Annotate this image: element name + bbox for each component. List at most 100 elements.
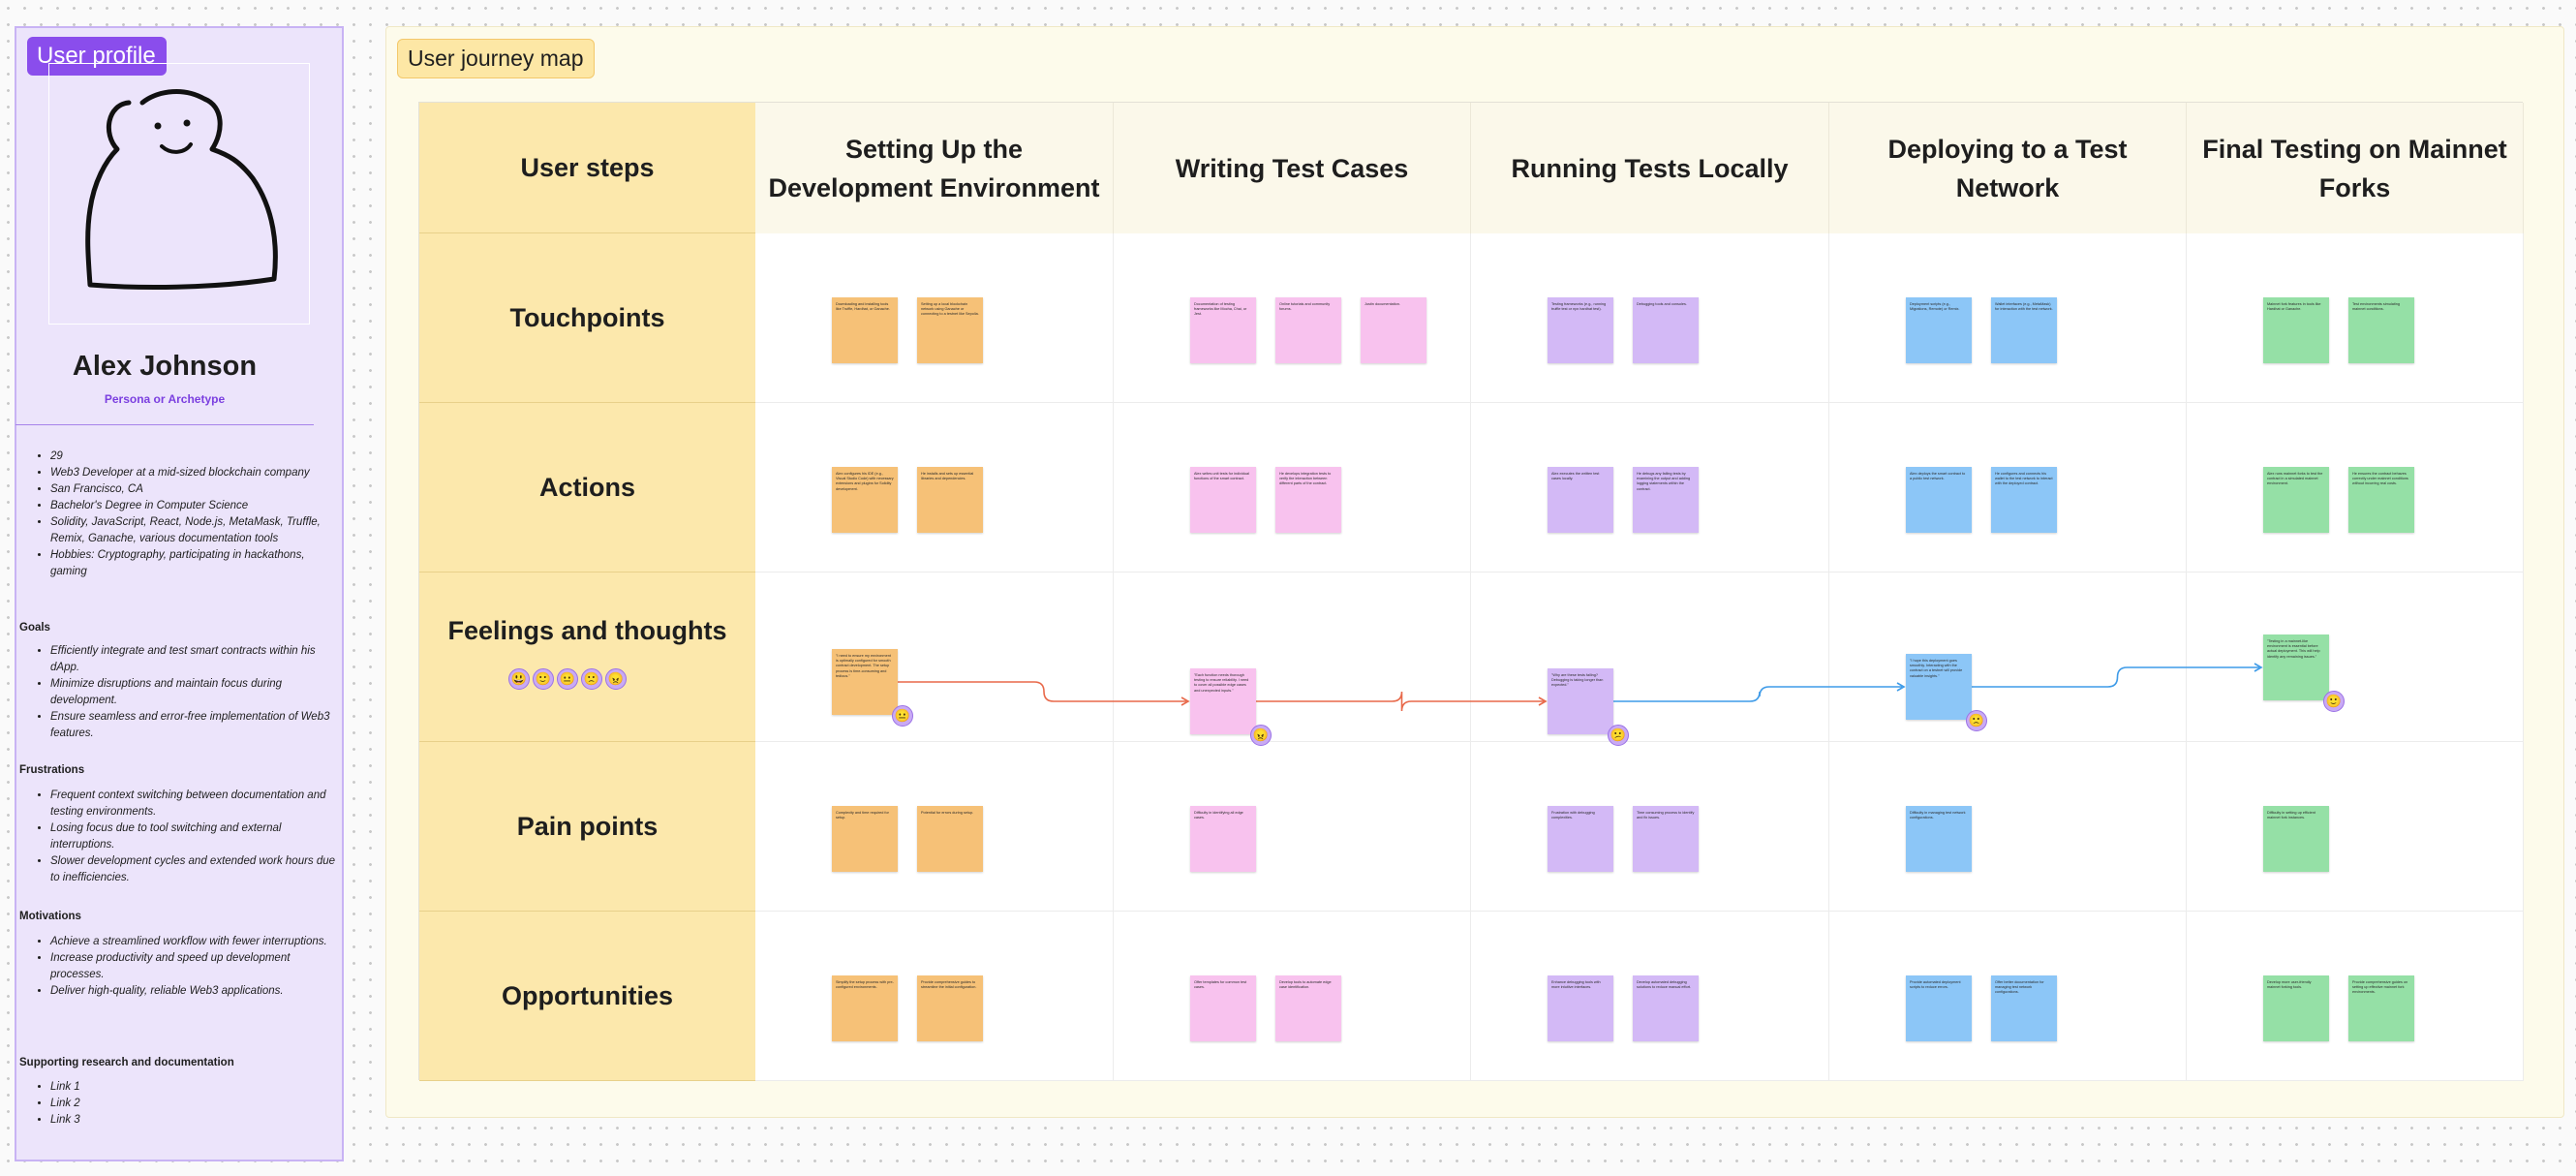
detail-hobbies: Hobbies: Cryptography, participating in … [50,547,341,580]
sticky-note-pain[interactable]: Difficulty in setting up efficient mainn… [2263,806,2329,872]
sticky-note-pain[interactable]: Complexity and time required for setup. [832,806,898,872]
sticky-note-actions[interactable]: Alex runs mainnet forks to test the cont… [2263,467,2329,533]
detail-age: 29 [50,449,341,465]
sticky-note-actions[interactable]: Alex executes the written test cases loc… [1548,467,1613,533]
row-label-pain-points: Pain points [419,742,755,912]
frustration-item: Slower development cycles and extended w… [50,853,341,886]
goals-heading: Goals [19,622,50,634]
sticky-note-opportunities[interactable]: Develop automated debugging solutions to… [1633,975,1699,1041]
feeling-emoji-icon: 😕 [1608,725,1629,746]
sticky-note-actions[interactable]: Alex configures his IDE (e.g., Visual St… [832,467,898,533]
stage-header-2: Writing Test Cases [1114,103,1471,233]
sticky-note-opportunities[interactable]: Provide automated deployment scripts to … [1906,975,1972,1041]
sticky-note-touchpoints[interactable]: Deployment scripts (e.g., Migrations, Re… [1906,297,1972,363]
sticky-note-feeling[interactable]: "Testing in a mainnet-like environment i… [2263,634,2329,700]
sticky-note-actions[interactable]: He configures and connects his wallet to… [1991,467,2057,533]
user-profile-panel [15,26,344,1161]
user-profile-tag[interactable]: User profile [27,37,167,76]
sticky-note-touchpoints[interactable]: Documentation of testing frameworks like… [1190,297,1256,363]
feeling-emoji-icon: 🙂 [2323,691,2345,712]
detail-education: Bachelor's Degree in Computer Science [50,498,341,514]
sticky-note-touchpoints[interactable]: Justin documentation. [1361,297,1426,363]
very-happy-emoji-icon: 😃 [508,668,530,690]
persona-name: Alex Johnson [72,351,258,382]
divider [15,424,314,425]
research-link[interactable]: Link 3 [50,1112,341,1129]
frustrations-heading: Frustrations [19,764,85,776]
motivation-item: Increase productivity and speed up devel… [50,950,341,983]
row-label-opportunities: Opportunities [419,912,755,1081]
sticky-note-actions[interactable]: He installs and sets up essential librar… [917,467,983,533]
motivation-item: Achieve a streamlined workflow with fewe… [50,934,341,950]
sticky-note-opportunities[interactable]: Offer better documentation for managing … [1991,975,2057,1041]
sticky-note-actions[interactable]: He debugs any failing tests by examining… [1633,467,1699,533]
row-label-actions: Actions [419,403,755,573]
sticky-note-actions[interactable]: He ensures the contract behaves correctl… [2348,467,2414,533]
journey-map-tag[interactable]: User journey map [397,39,595,78]
sticky-note-feeling[interactable]: "I hope this deployment goes smoothly. I… [1906,654,1972,720]
sticky-note-actions[interactable]: Alex writes unit tests for individual fu… [1190,467,1256,533]
persona-details-list: 29 Web3 Developer at a mid-sized blockch… [37,449,341,580]
stage-header-4: Deploying to a Test Network [1829,103,2187,233]
avatar [48,63,310,325]
sticky-note-opportunities[interactable]: Enhance debugging tools with more intuit… [1548,975,1613,1041]
sticky-note-touchpoints[interactable]: Mainnet fork features in tools like Hard… [2263,297,2329,363]
research-heading: Supporting research and documentation [19,1057,234,1068]
sticky-note-actions[interactable]: He develops integration tests to verify … [1275,467,1341,533]
sticky-note-touchpoints[interactable]: Downloading and installing tools like Tr… [832,297,898,363]
motivations-list: Achieve a streamlined workflow with fewe… [37,934,341,1000]
sticky-note-feeling[interactable]: "Each function needs thorough testing to… [1190,668,1256,734]
stage-cell [1829,742,2187,912]
angry-emoji-icon: 😠 [605,668,627,690]
sticky-note-opportunities[interactable]: Develop more user-friendly mainnet forki… [2263,975,2329,1041]
goals-list: Efficiently integrate and test smart con… [37,643,341,742]
row-label-feelings-and-thoughts: Feelings and thoughts [419,573,755,742]
sticky-note-touchpoints[interactable]: Wallet interfaces (e.g., MetaMask) for i… [1991,297,2057,363]
stage-header-5: Final Testing on Mainnet Forks [2187,103,2524,233]
goal-item: Ensure seamless and error-free implement… [50,709,341,742]
feeling-scale: 😃 🙂 😐 🙁 😠 [508,668,629,690]
stage-cell [1471,573,1829,742]
sticky-note-opportunities[interactable]: Simplify the setup process with pre-conf… [832,975,898,1041]
persona-subtitle: Persona or Archetype [104,392,226,406]
sticky-note-feeling[interactable]: "Why are these tests failing? Debugging … [1548,668,1613,734]
sticky-note-pain[interactable]: Potential for errors during setup. [917,806,983,872]
detail-skills: Solidity, JavaScript, React, Node.js, Me… [50,514,341,547]
happy-emoji-icon: 🙂 [533,668,554,690]
stage-header-3: Running Tests Locally [1471,103,1829,233]
sticky-note-touchpoints[interactable]: Debugging tools and consoles. [1633,297,1699,363]
avatar-sketch-icon [85,89,278,290]
sticky-note-touchpoints[interactable]: Testing frameworks (e.g., running truffl… [1548,297,1613,363]
feeling-emoji-icon: 🙁 [1966,710,1987,731]
sticky-note-pain[interactable]: Time consuming process to identify and f… [1633,806,1699,872]
stage-cell [2187,742,2524,912]
sticky-note-opportunities[interactable]: Provide comprehensive guides to streamli… [917,975,983,1041]
feeling-emoji-icon: 😠 [1250,725,1272,746]
sticky-note-pain[interactable]: Difficulty in managing test network conf… [1906,806,1972,872]
stage-cell [1829,573,2187,742]
detail-role: Web3 Developer at a mid-sized blockchain… [50,465,341,481]
sticky-note-touchpoints[interactable]: Test environments simulating mainnet con… [2348,297,2414,363]
user-steps-header: User steps [419,103,755,233]
sticky-note-pain[interactable]: Frustration with debugging complexities. [1548,806,1613,872]
sticky-note-pain[interactable]: Difficulty in identifying all edge cases… [1190,806,1256,872]
row-label-touchpoints: Touchpoints [419,233,755,403]
motivation-item: Deliver high-quality, reliable Web3 appl… [50,983,341,1000]
feeling-emoji-icon: 😐 [892,705,913,727]
frustration-item: Frequent context switching between docum… [50,788,341,820]
motivations-heading: Motivations [19,911,81,922]
frustrations-list: Frequent context switching between docum… [37,788,341,886]
sticky-note-touchpoints[interactable]: Setting up a local blockchain network us… [917,297,983,363]
sticky-note-opportunities[interactable]: Offer templates for common test cases. [1190,975,1256,1041]
research-link[interactable]: Link 1 [50,1079,341,1096]
sticky-note-opportunities[interactable]: Provide comprehensive guides on setting … [2348,975,2414,1041]
sticky-note-feeling[interactable]: "I need to ensure my environment is opti… [832,649,898,715]
sticky-note-actions[interactable]: Alex deploys the smart contract to a pub… [1906,467,1972,533]
sticky-note-opportunities[interactable]: Develop tools to automate edge case iden… [1275,975,1341,1041]
stage-cell [2187,573,2524,742]
research-links-list: Link 1 Link 2 Link 3 [37,1079,341,1129]
sticky-note-touchpoints[interactable]: Online tutorials and community forums. [1275,297,1341,363]
research-link[interactable]: Link 2 [50,1096,341,1112]
stage-cell [1114,742,1471,912]
goal-item: Efficiently integrate and test smart con… [50,643,341,676]
